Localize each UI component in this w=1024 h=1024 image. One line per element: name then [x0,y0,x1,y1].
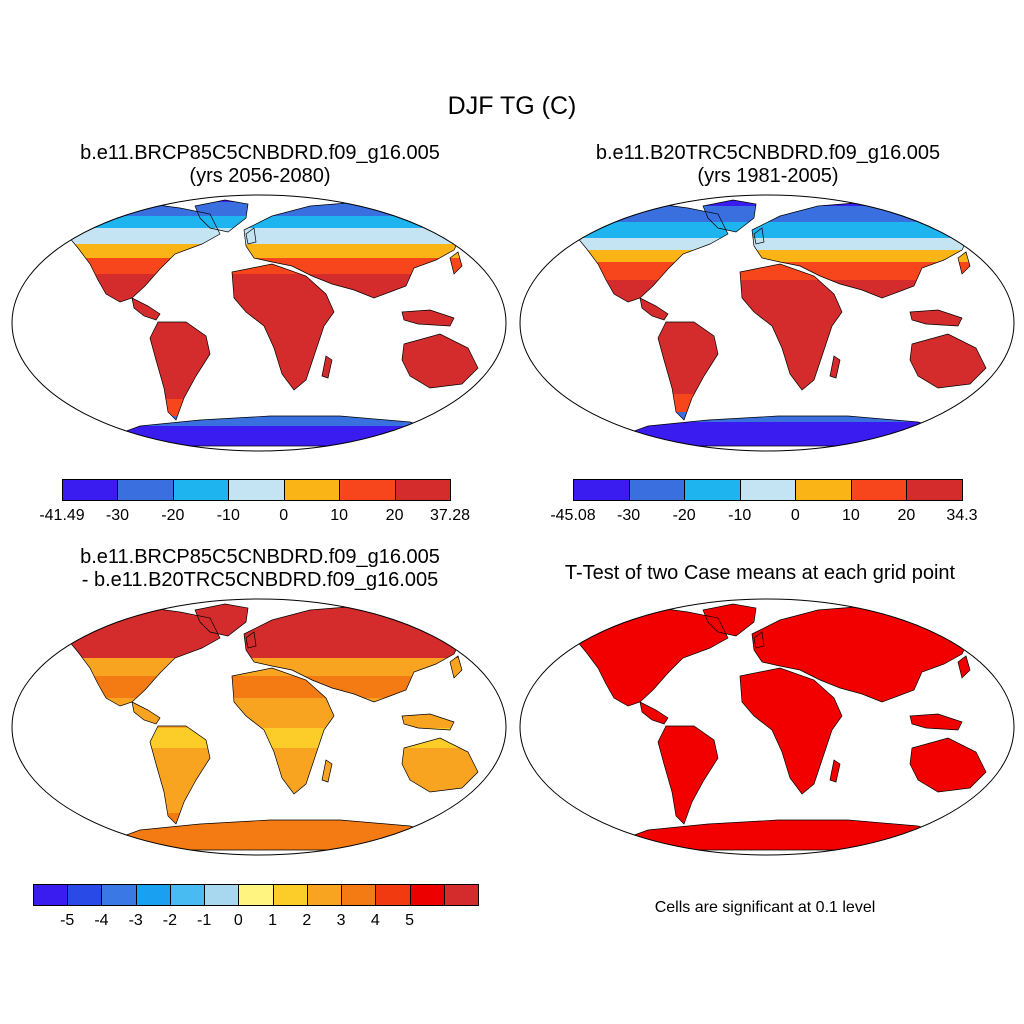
colorbar-box [628,479,686,501]
panel-2-title-line2: (yrs 1981-2005) [697,165,839,187]
figure-title: DJF TG (C) [447,92,577,120]
colorbar-label: 37.28 [429,507,471,524]
colorbar-label: 0 [233,912,243,929]
colorbar-label: 20 [385,507,404,524]
colorbar-label: 0 [279,507,289,524]
panel-1-title-line2: (yrs 2056-2080) [189,165,331,187]
colorbar-box [573,479,630,501]
colorbar-label: -3 [128,912,143,929]
colorbar-box [375,884,411,906]
map-panel-4 [519,598,1015,856]
colorbar-label: 5 [405,912,414,929]
colorbar-box [684,479,741,501]
colorbar-box [409,884,445,906]
panel-2-title: b.e11.B20TRC5CNBDRD.f09_g16.005 (yrs 198… [528,142,1008,188]
colorbar-label: 0 [790,507,800,524]
panel-3-title-line2: - b.e11.B20TRC5CNBDRD.f09_g16.005 [81,569,439,591]
colorbar-box [101,884,137,906]
colorbar-box [33,884,69,906]
colorbar-label: -45.08 [550,507,596,524]
colorbar-label: -2 [162,912,178,929]
panel-3-title-line1: b.e11.BRCP85C5CNBDRD.f09_g16.005 [80,546,440,568]
colorbar-box [306,884,343,906]
map-panel-3 [11,598,507,856]
panel-4-title: T-Test of two Case means at each grid po… [564,562,956,584]
colorbar-label: -30 [617,507,641,524]
colorbar-label: -41.49 [39,507,85,524]
panel-1-title-line1: b.e11.BRCP85C5CNBDRD.f09_g16.005 [80,142,440,164]
map-panel-2 [519,194,1015,452]
map-border [519,598,1015,856]
colorbar-label: 4 [370,912,380,929]
colorbar-box [795,479,852,501]
colorbar-label: -10 [216,507,240,524]
map-border [11,598,507,856]
colorbar-box [169,884,206,906]
colorbar-label: -4 [94,912,109,929]
map-panel-1 [11,194,507,452]
colorbar-box [238,884,274,906]
map-border [11,194,507,452]
colorbar-box [339,479,396,501]
colorbar-box [228,479,285,501]
colorbar-box [67,884,103,906]
colorbar-box [906,479,963,501]
colorbar-label: -1 [197,912,212,929]
colorbar-label: 3 [336,912,346,929]
colorbar-label: -20 [161,507,185,524]
colorbar-label: 10 [841,507,860,524]
colorbar-label: -30 [105,507,129,524]
colorbar-panel-2: -45.08 -30 -20 -10 0 10 20 34.3 [550,479,978,529]
colorbar-label: 20 [897,507,916,524]
colorbar-box [204,884,240,906]
colorbar-label: 34.3 [946,507,978,524]
colorbar-box [283,479,341,501]
colorbar-panel-1: -41.49 -30 -20 -10 0 10 20 37.28 [39,479,470,529]
colorbar-panel-3: -5 -4 -3 -2 -1 0 1 2 3 4 5 [33,884,479,934]
panel-2-title-line1: b.e11.B20TRC5CNBDRD.f09_g16.005 [595,142,941,164]
map-border [519,194,1015,452]
panel-3-title: b.e11.BRCP85C5CNBDRD.f09_g16.005 - b.e11… [20,546,500,592]
colorbar-box [341,884,377,906]
colorbar-label: 10 [330,507,349,524]
colorbar-label: -10 [728,507,752,524]
colorbar-box [62,479,119,501]
panel-1-title: b.e11.BRCP85C5CNBDRD.f09_g16.005 (yrs 20… [20,142,500,188]
colorbar-box [739,479,797,501]
colorbar-label: 2 [302,912,312,929]
colorbar-box [117,479,174,501]
colorbar-box [443,884,479,906]
colorbar-label: -5 [60,912,75,929]
colorbar-label: -20 [672,507,696,524]
colorbar-box [172,479,230,501]
colorbar-box [135,884,171,906]
significance-note: Cells are significant at 0.1 level [654,899,876,916]
colorbar-label: 1 [268,912,278,929]
colorbar-box [850,479,908,501]
colorbar-box [272,884,308,906]
colorbar-box [394,479,451,501]
